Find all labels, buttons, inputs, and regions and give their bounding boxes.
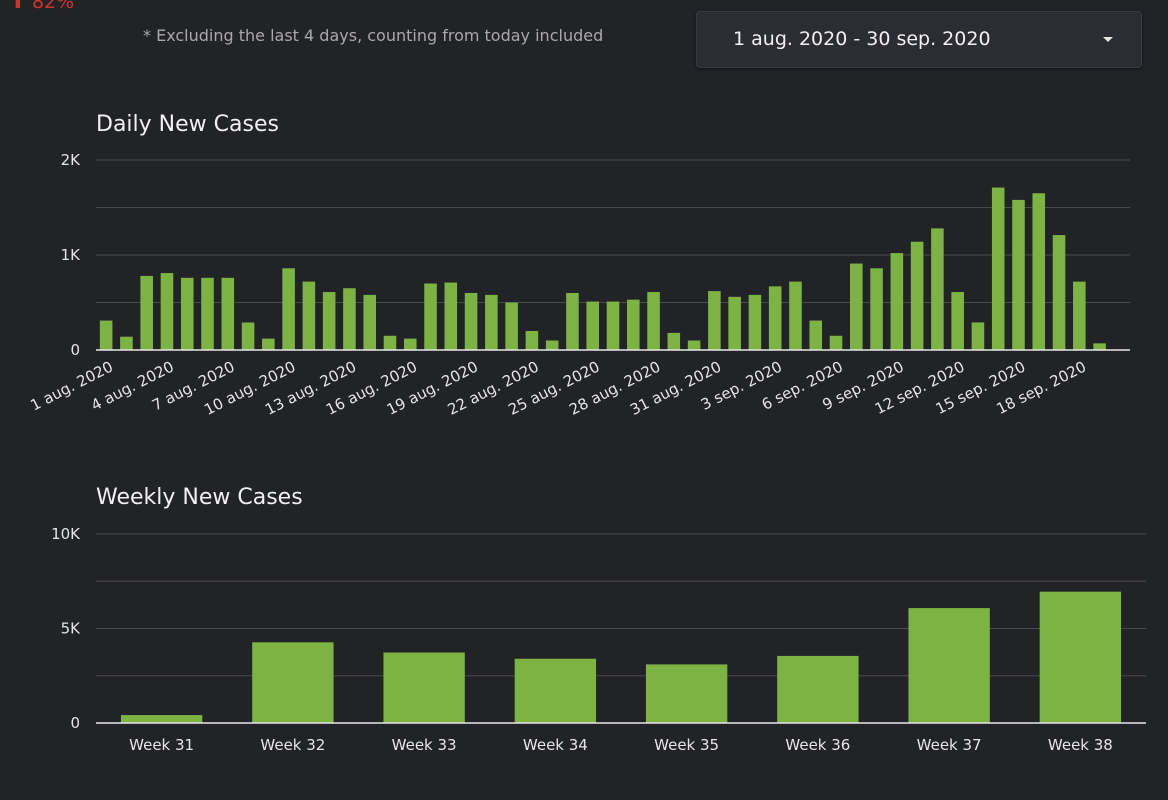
bar	[931, 228, 944, 350]
bar	[302, 281, 316, 350]
bar	[221, 277, 235, 350]
x-tick-label: Week 36	[785, 736, 850, 754]
x-tick-label: Week 34	[523, 736, 588, 754]
bar	[485, 294, 498, 350]
y-tick-label: 5K	[61, 620, 82, 638]
bar	[606, 301, 620, 350]
y-tick-label: 0	[70, 341, 80, 359]
bar	[687, 340, 701, 350]
bar	[777, 655, 859, 723]
trend-indicator: ⬆ 82%	[10, 0, 75, 13]
bar	[424, 283, 437, 350]
bar	[748, 294, 762, 350]
exclusion-note: * Excluding the last 4 days, counting fr…	[143, 26, 604, 45]
bar	[241, 322, 255, 350]
bar	[951, 292, 964, 350]
x-tick-label: Week 38	[1048, 736, 1113, 754]
weekly-new-cases-chart: 0 5K 10K Week 31 Week 32 Week 33 Week 34 Week 3…	[51, 525, 1146, 754]
date-range-picker[interactable]: 1 aug. 2020 - 30 sep. 2020	[696, 11, 1142, 68]
bar	[262, 338, 275, 350]
bar	[971, 322, 985, 350]
bar	[140, 275, 153, 350]
bar	[645, 664, 728, 723]
bar	[282, 268, 295, 350]
bar	[829, 335, 843, 350]
bar	[586, 301, 600, 350]
bar	[120, 715, 203, 723]
y-tick-label: 2K	[61, 151, 82, 169]
date-range-value: 1 aug. 2020 - 30 sep. 2020	[733, 28, 991, 50]
bar	[1093, 343, 1106, 350]
weekly-chart-title: Weekly New Cases	[96, 485, 303, 510]
bar	[870, 268, 883, 350]
bar	[252, 642, 334, 723]
bar	[768, 286, 782, 350]
bar	[201, 277, 214, 350]
x-tick-label: Week 31	[129, 736, 194, 754]
x-tick-label: Week 32	[260, 736, 325, 754]
bar	[322, 292, 336, 350]
bar	[647, 292, 660, 350]
bar	[1073, 281, 1086, 350]
dropdown-caret-icon	[1103, 37, 1113, 42]
y-tick-label: 0	[70, 714, 80, 732]
bar	[908, 608, 990, 723]
bar	[180, 277, 194, 350]
bar	[708, 291, 721, 350]
bar	[343, 288, 356, 350]
bar	[1012, 199, 1025, 350]
bar	[1039, 591, 1122, 723]
bar	[809, 320, 823, 350]
bar	[505, 302, 518, 350]
y-tick-label: 10K	[51, 525, 81, 543]
x-tick-label: Week 33	[392, 736, 457, 754]
y-tick-label: 1K	[61, 246, 82, 264]
bar	[464, 293, 478, 350]
bar	[850, 263, 863, 350]
bar	[525, 331, 539, 350]
daily-chart-title: Daily New Cases	[96, 112, 279, 137]
bar	[991, 187, 1005, 350]
bar	[383, 335, 397, 350]
bar	[99, 320, 113, 350]
bar	[444, 282, 458, 350]
bar	[566, 293, 579, 350]
bar	[626, 299, 640, 350]
bar	[728, 296, 741, 350]
bar	[890, 253, 904, 350]
bar	[1052, 235, 1066, 350]
bar	[120, 336, 133, 350]
bar	[160, 273, 174, 350]
bar	[667, 332, 681, 350]
bar	[363, 294, 376, 350]
bar	[910, 241, 924, 350]
bar	[1032, 193, 1046, 350]
bar	[383, 652, 465, 723]
x-tick-label: Week 37	[917, 736, 982, 754]
x-tick-label: Week 35	[654, 736, 719, 754]
bar	[514, 658, 597, 723]
bar	[403, 338, 417, 350]
bar	[545, 340, 559, 350]
bar	[789, 281, 802, 350]
